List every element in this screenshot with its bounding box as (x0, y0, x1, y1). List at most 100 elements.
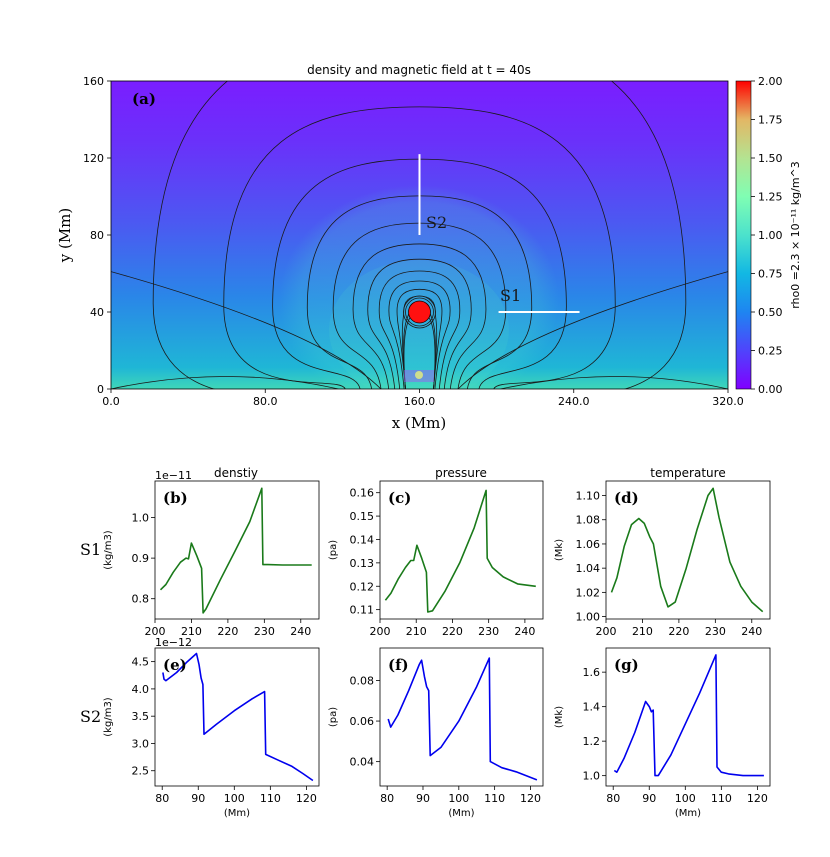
colorbar-tick-label: 0.00 (758, 383, 783, 396)
ytick-label: 4.5 (132, 656, 150, 669)
ytick-label: 0.06 (350, 715, 375, 728)
xtick-label: 230 (478, 625, 499, 638)
subplot-g: 80 90 100 110 120 1.0 1.2 1.4 1.6 (g) (Mk) (Mm) (554, 647, 771, 819)
xtick-label: 110 (260, 792, 281, 805)
field-loop (403, 295, 436, 329)
arcade-line (500, 376, 728, 389)
xtick-label: 90 (642, 792, 656, 805)
xtick-label: 100 (448, 792, 469, 805)
cut-label-s1: S1 (500, 286, 521, 305)
xtick-label: 230 (705, 625, 726, 638)
map-ylabel: y (Mm) (56, 208, 74, 264)
map-xlabel: x (Mm) (392, 414, 447, 432)
series-line-g (613, 654, 764, 777)
ytick-label: 0.14 (350, 533, 375, 546)
field-line (378, 270, 461, 389)
colorbar-tick-label: 1.75 (758, 114, 783, 127)
open-field-line (111, 271, 382, 389)
dense-blob (408, 300, 431, 324)
colorbar: 0.00 0.25 0.50 0.75 1.00 1.25 1.50 1.75 2.00 rho… (735, 75, 802, 396)
xtick-label: 80 (155, 792, 169, 805)
xtick-label: 210 (181, 625, 202, 638)
subplot-b: 200 210 220 230 240 0.8 0.9 1.0 (b) (kg/m3) (103, 480, 320, 638)
field-loop (405, 297, 434, 327)
ytick-label: 0.04 (350, 756, 375, 769)
map-ytick-label: 40 (90, 306, 104, 319)
xtick-label: 230 (254, 625, 275, 638)
ylabel-f: (pa) (328, 707, 339, 727)
panel-label-e: (e) (163, 656, 187, 674)
col-title-density: denstiy (214, 466, 258, 480)
col-title-temperature: temperature (650, 466, 725, 480)
offset-b: 1e−11 (155, 469, 192, 482)
field-line (367, 258, 472, 389)
ytick-label: 3.0 (132, 737, 150, 750)
xtick-label: 220 (668, 625, 689, 638)
series-line-c (384, 489, 536, 613)
arcade-line (111, 376, 339, 389)
xtick-label: 240 (741, 625, 762, 638)
panel-label-f: (f) (388, 656, 409, 674)
ylabel-c: (pa) (328, 540, 339, 560)
field-line (388, 280, 451, 389)
panel-label-c: (c) (388, 489, 411, 507)
magnetic-field-lines (111, 81, 728, 389)
ytick-label: 1.6 (583, 666, 601, 679)
ytick-label: 0.16 (350, 487, 375, 500)
xlabel-f: (Mm) (448, 808, 474, 819)
ytick-label: 0.08 (350, 674, 375, 687)
subplot-frame (154, 480, 320, 620)
ytick-label: 0.12 (350, 580, 375, 593)
xtick-label: 220 (442, 625, 463, 638)
subplot-d: 200 210 220 230 240 1.00 1.02 1.04 1.06 1.08 1.10 (… (554, 480, 771, 638)
ytick-label: 3.5 (132, 710, 150, 723)
xtick-label: 200 (370, 625, 391, 638)
xlabel-g: (Mm) (675, 808, 701, 819)
offset-e: 1e−12 (155, 636, 192, 649)
xtick-label: 100 (675, 792, 696, 805)
subplot-e: 80 90 100 110 120 2.5 3.0 3.5 4.0 4.5 (e) (kg/m3) (M… (103, 647, 320, 819)
subplot-frame (605, 480, 771, 620)
ytick-label: 2.5 (132, 765, 150, 778)
map-ytick-label: 160 (83, 75, 104, 88)
map-xtick-label: 320.0 (712, 395, 744, 408)
ytick-label: 0.8 (132, 593, 150, 606)
panel-label-g: (g) (614, 656, 639, 674)
colorbar-tick-label: 0.25 (758, 345, 783, 358)
ytick-label: 0.13 (350, 557, 375, 570)
xtick-label: 120 (520, 792, 541, 805)
ytick-label: 1.02 (576, 586, 601, 599)
subplot-f: 80 90 100 110 120 0.04 0.06 0.08 (f) (pa) (Mm) (328, 647, 544, 819)
ytick-label: 1.4 (583, 701, 601, 714)
map-title: density and magnetic field at t = 40s (307, 63, 531, 77)
field-line (396, 288, 443, 389)
colorbar-tick-label: 1.50 (758, 152, 783, 165)
ytick-label: 0.9 (132, 552, 150, 565)
row-label-s1: S1 (80, 540, 101, 559)
xtick-label: 110 (484, 792, 505, 805)
ylabel-e: (kg/m3) (103, 697, 114, 737)
ytick-label: 1.08 (576, 514, 601, 527)
ylabel-g: (Mk) (554, 706, 565, 728)
profile-subplots: 200 210 220 230 240 0.8 0.9 1.0 (b) (kg/m3) 200 210… (103, 480, 771, 819)
xtick-label: 120 (296, 792, 317, 805)
density-map-panel: density and magnetic field at t = 40s (a… (56, 63, 802, 432)
xtick-label: 240 (290, 625, 311, 638)
colorbar-tick-label: 0.50 (758, 306, 783, 319)
ytick-label: 1.2 (583, 735, 601, 748)
map-ytick-label: 80 (90, 229, 104, 242)
series-line-d (610, 487, 764, 613)
row-label-s2: S2 (80, 707, 101, 726)
colorbar-ticks: 0.00 0.25 0.50 0.75 1.00 1.25 1.50 1.75 2.00 (751, 75, 783, 396)
xtick-label: 90 (191, 792, 205, 805)
map-xtick-label: 160.0 (404, 395, 436, 408)
subplot-c: 200 210 220 230 240 0.11 0.12 0.13 0.14 0.15 0.16 (… (328, 480, 544, 638)
xtick-label: 80 (606, 792, 620, 805)
ylabel-d: (Mk) (554, 539, 565, 561)
cut-label-s2: S2 (426, 213, 447, 232)
colorbar-tick-label: 1.00 (758, 229, 783, 242)
map-ytick-label: 120 (83, 152, 104, 165)
col-title-pressure: pressure (435, 466, 487, 480)
xtick-label: 120 (747, 792, 768, 805)
